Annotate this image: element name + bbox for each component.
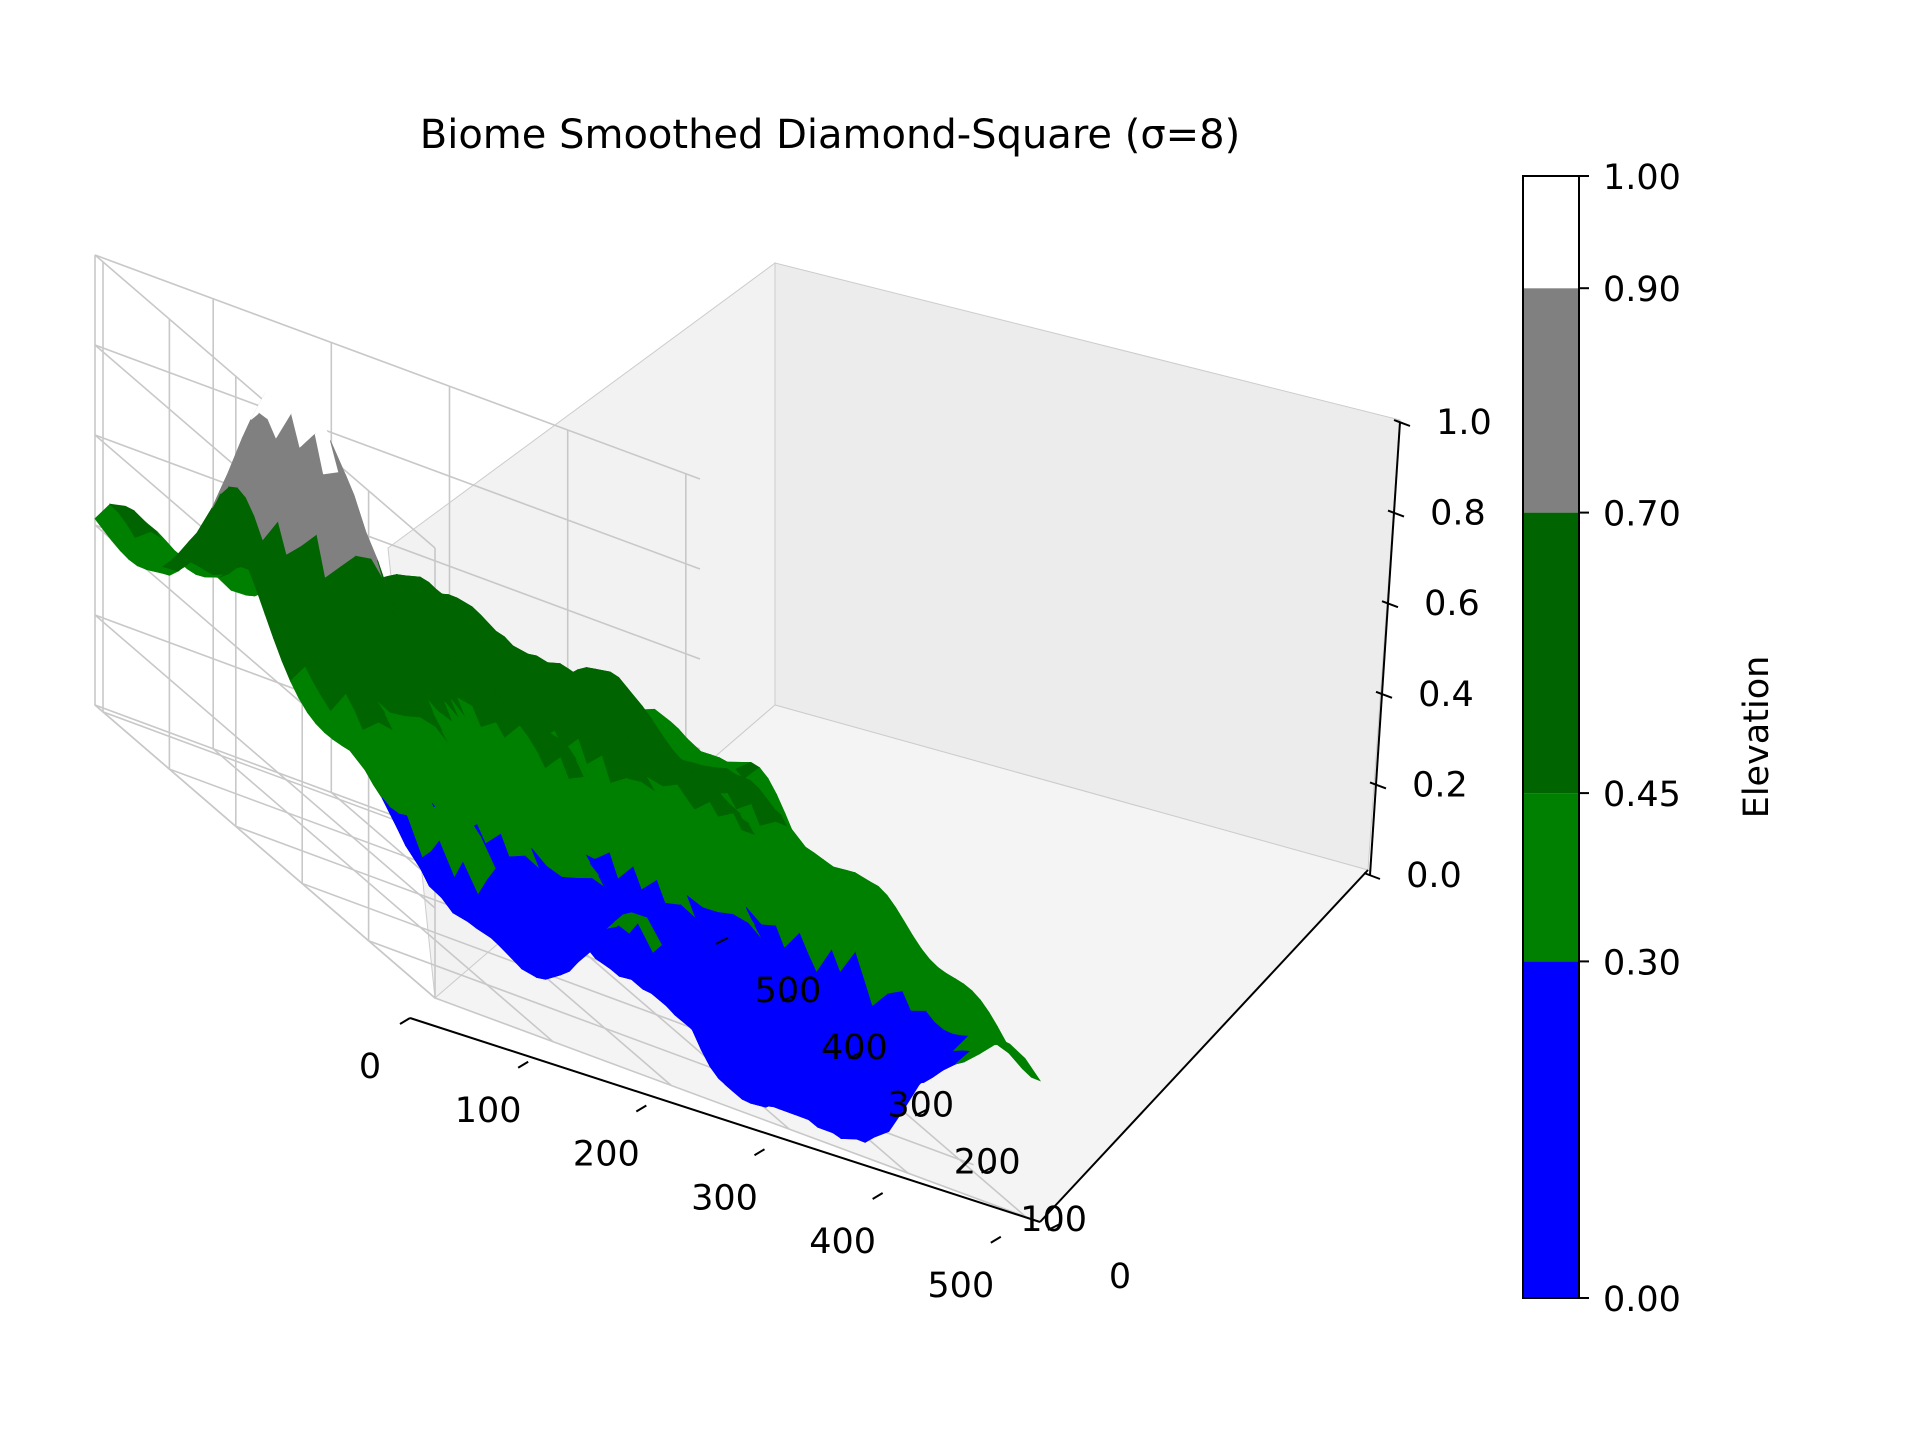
axis-lines — [409, 421, 1401, 1223]
x-tick-label: 100 — [455, 1091, 522, 1131]
chart-title: Biome Smoothed Diamond-Square (σ=8) — [420, 112, 1240, 158]
colorbar-tick-label: 0.00 — [1603, 1280, 1681, 1320]
z-axis-line — [1369, 421, 1401, 876]
y-tick-mark — [781, 994, 795, 1002]
y-tick-label: 200 — [954, 1143, 1021, 1183]
z-tick-label: 0.6 — [1424, 584, 1480, 624]
x-tick-mark — [399, 1017, 411, 1025]
z-axis-ticks: 0.0 0.2 0.4 0.6 0.8 1.0 — [1363, 403, 1492, 896]
x-tick-label: 0 — [359, 1047, 381, 1087]
y-tick-mark — [715, 936, 729, 945]
x-tick-label: 400 — [809, 1222, 876, 1262]
z-tick-mark — [1387, 509, 1405, 518]
z-tick-label: 0.4 — [1418, 675, 1474, 715]
colorbar-label: Elevation — [1737, 656, 1777, 819]
colorbar-band — [1523, 176, 1579, 289]
colorbar-band — [1523, 512, 1579, 794]
colorbar-ticks: 0.00 0.30 0.45 0.70 0.90 1.00 — [1579, 158, 1681, 1320]
colorbar-frame — [1522, 175, 1580, 1299]
z-tick-mark — [1393, 419, 1411, 427]
x-tick-label: 500 — [927, 1266, 994, 1306]
colorbar-band — [1523, 961, 1579, 1298]
y-tick-mark — [981, 1165, 995, 1174]
y-tick-label: 500 — [755, 971, 822, 1011]
z-tick-mark — [1369, 781, 1387, 790]
x-axis-line — [409, 1017, 1041, 1223]
z-tick-mark — [1363, 872, 1381, 880]
y-tick-mark — [848, 1051, 862, 1060]
y-axis-line — [1039, 869, 1369, 1223]
x-tick-label: 200 — [573, 1135, 640, 1175]
colorbar-tick-label: 0.30 — [1603, 943, 1681, 983]
colorbar-tick-label: 1.00 — [1603, 158, 1681, 198]
x-axis-ticks: 0 100 200 300 400 500 — [359, 1017, 1002, 1306]
x-tick-mark — [872, 1192, 884, 1200]
colorbar-tick-label: 0.90 — [1603, 270, 1681, 310]
y-tick-label: 100 — [1020, 1200, 1087, 1240]
y-tick-mark — [914, 1108, 928, 1117]
z-tick-label: 1.0 — [1436, 403, 1492, 443]
z-tick-mark — [1375, 690, 1393, 699]
x-tick-label: 300 — [691, 1178, 758, 1218]
y-tick-label: 0 — [1109, 1257, 1131, 1297]
y-tick-label: 300 — [887, 1085, 954, 1125]
z-tick-mark — [1381, 600, 1399, 609]
x-tick-mark — [753, 1148, 766, 1157]
surface-facet — [1015, 1055, 1042, 1082]
colorbar-bands — [1523, 176, 1579, 1298]
colorbar-band — [1523, 793, 1579, 962]
y-tick-mark — [1047, 1223, 1061, 1231]
colorbar-tick-label: 0.45 — [1603, 775, 1681, 815]
z-tick-label: 0.0 — [1406, 856, 1462, 896]
colorbar-tick-label: 0.70 — [1603, 495, 1681, 535]
terrain-surface — [94, 383, 1042, 1143]
colorbar: 0.00 0.30 0.45 0.70 0.90 1.00 Elevation — [1522, 158, 1777, 1320]
x-tick-mark — [990, 1235, 1002, 1244]
x-tick-mark — [635, 1104, 647, 1113]
x-tick-mark — [517, 1060, 529, 1069]
z-tick-label: 0.8 — [1430, 494, 1486, 534]
z-tick-label: 0.2 — [1412, 765, 1468, 805]
y-tick-label: 400 — [821, 1028, 888, 1068]
colorbar-band — [1523, 288, 1579, 513]
